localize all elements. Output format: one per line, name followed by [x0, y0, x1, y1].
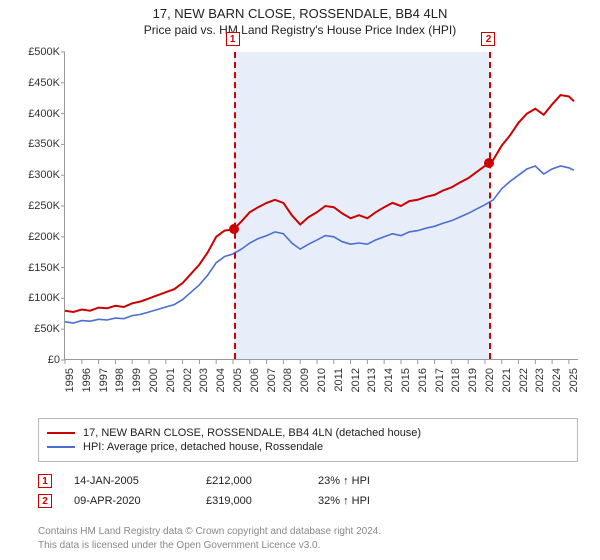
y-tick: £0: [10, 354, 60, 366]
y-tick: £50K: [10, 323, 60, 335]
legend-label: HPI: Average price, detached house, Ross…: [83, 441, 323, 453]
y-tick: £400K: [10, 108, 60, 120]
marker-dashline-1: [234, 52, 236, 359]
y-tick: £250K: [10, 200, 60, 212]
legend-label: 17, NEW BARN CLOSE, ROSSENDALE, BB4 4LN …: [83, 427, 421, 439]
x-tick: 2004: [215, 368, 227, 392]
sale-price: £212,000: [206, 475, 296, 487]
footer-line-2: This data is licensed under the Open Gov…: [38, 539, 578, 553]
x-tick: 2007: [266, 368, 278, 392]
legend-item: 17, NEW BARN CLOSE, ROSSENDALE, BB4 4LN …: [47, 427, 569, 439]
series-line: [65, 166, 574, 323]
legend-box: 17, NEW BARN CLOSE, ROSSENDALE, BB4 4LN …: [38, 418, 578, 462]
y-tick: £500K: [10, 46, 60, 58]
legend-swatch: [47, 446, 75, 448]
legend-item: HPI: Average price, detached house, Ross…: [47, 441, 569, 453]
footer-line-1: Contains HM Land Registry data © Crown c…: [38, 525, 578, 539]
y-tick: £150K: [10, 262, 60, 274]
x-tick: 2017: [434, 368, 446, 392]
x-tick: 1998: [114, 368, 126, 392]
y-tick: £200K: [10, 231, 60, 243]
sales-table: 1 14-JAN-2005 £212,000 23% ↑ HPI 2 09-APR-202…: [38, 468, 578, 514]
x-tick: 2003: [198, 368, 210, 392]
marker-dot-2: [484, 158, 494, 168]
data-attribution: Contains HM Land Registry data © Crown c…: [38, 525, 578, 552]
marker-dashline-2: [489, 52, 491, 359]
x-tick: 2001: [165, 368, 177, 392]
sale-row: 1 14-JAN-2005 £212,000 23% ↑ HPI: [38, 474, 578, 488]
sale-row: 2 09-APR-2020 £319,000 32% ↑ HPI: [38, 494, 578, 508]
x-tick: 2008: [282, 368, 294, 392]
x-tick: 2022: [518, 368, 530, 392]
x-tick: 2013: [366, 368, 378, 392]
marker-box-2: 2: [481, 32, 495, 46]
x-tick: 2012: [350, 368, 362, 392]
x-tick: 2002: [182, 368, 194, 392]
x-tick: 2016: [417, 368, 429, 392]
x-tick: 2023: [534, 368, 546, 392]
x-tick: 2019: [467, 368, 479, 392]
x-tick: 1997: [98, 368, 110, 392]
x-tick: 2021: [501, 368, 513, 392]
sale-date: 14-JAN-2005: [74, 475, 184, 487]
legend-swatch: [47, 432, 75, 434]
x-tick: 1999: [131, 368, 143, 392]
x-tick: 2011: [333, 368, 345, 392]
x-tick: 2024: [551, 368, 563, 392]
x-tick: 2009: [299, 368, 311, 392]
price-chart: 12 £0 £50K £100K £150K £200K £250K £300K £350K £…: [10, 46, 590, 416]
sale-marker: 1: [38, 474, 52, 488]
y-tick: £350K: [10, 138, 60, 150]
sale-price: £319,000: [206, 495, 296, 507]
marker-dot-1: [229, 224, 239, 234]
plot-area: 12: [64, 52, 578, 360]
y-tick: £450K: [10, 77, 60, 89]
sale-date: 09-APR-2020: [74, 495, 184, 507]
x-tick: 2005: [232, 368, 244, 392]
x-tick: 2025: [568, 368, 580, 392]
marker-box-1: 1: [226, 32, 240, 46]
x-tick: 2000: [148, 368, 160, 392]
sale-diff: 32% ↑ HPI: [318, 495, 370, 507]
x-tick: 2010: [316, 368, 328, 392]
x-tick: 2015: [400, 368, 412, 392]
chart-svg: [65, 52, 578, 359]
x-tick: 2006: [249, 368, 261, 392]
series-line: [65, 95, 574, 312]
y-tick: £100K: [10, 292, 60, 304]
sale-marker: 2: [38, 494, 52, 508]
x-tick: 2020: [484, 368, 496, 392]
x-tick: 2014: [383, 368, 395, 392]
x-tick: 2018: [450, 368, 462, 392]
page-subtitle: Price paid vs. HM Land Registry's House …: [0, 23, 600, 37]
x-tick: 1996: [81, 368, 93, 392]
sale-diff: 23% ↑ HPI: [318, 475, 370, 487]
x-tick: 1995: [64, 368, 76, 392]
y-tick: £300K: [10, 169, 60, 181]
page-title: 17, NEW BARN CLOSE, ROSSENDALE, BB4 4LN: [0, 6, 600, 21]
